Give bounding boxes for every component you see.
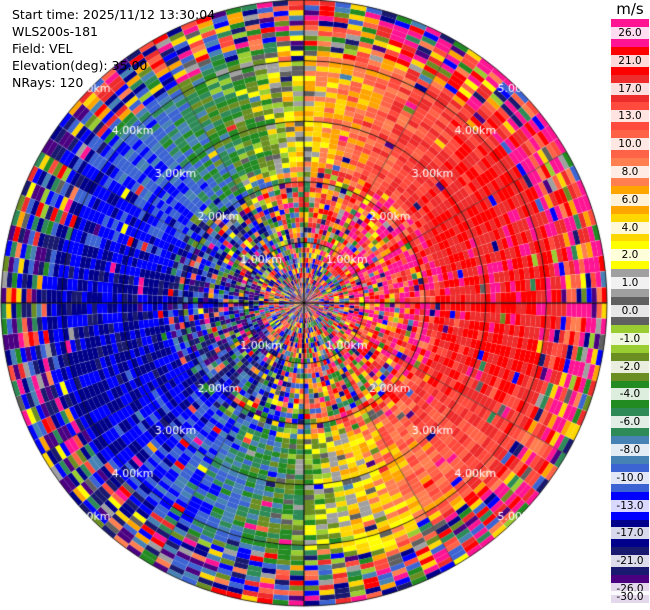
colorbar-tick-label: 4.0	[611, 221, 649, 234]
colorbar-tick-label: -2.0	[611, 360, 649, 373]
field-name: Field: VEL	[12, 41, 73, 56]
colorbar-tick-label: -6.0	[611, 416, 649, 429]
colorbar-unit: m/s	[616, 0, 644, 18]
colorbar-tick-label: 26.0	[611, 26, 649, 39]
colorbar-tick-label: -30.0	[611, 591, 649, 603]
colorbar: 26.0 21.0 17.0 13.0 10.0 8.0 6.0 4.0 2.0 1.0 0.0 -1…	[611, 19, 649, 604]
ray-count: NRays: 120	[12, 75, 84, 90]
colorbar-tick-label: 10.0	[611, 138, 649, 151]
colorbar-tick-label: -17.0	[611, 527, 649, 540]
colorbar-tick-label: 13.0	[611, 110, 649, 123]
colorbar-tick-label: 17.0	[611, 82, 649, 95]
colorbar-tick-label: -1.0	[611, 332, 649, 345]
colorbar-tick-label: 21.0	[611, 54, 649, 67]
colorbar-tick-label: -4.0	[611, 388, 649, 401]
colorbar-tick-label: 2.0	[611, 249, 649, 262]
colorbar-tick-label: 6.0	[611, 193, 649, 206]
scan-info: Start time: 2025/11/12 13:30:04 WLS200s-…	[12, 6, 215, 91]
elevation-angle: Elevation(deg): 35.00	[12, 58, 148, 73]
instrument-name: WLS200s-181	[12, 24, 98, 39]
colorbar-tick-label: -21.0	[611, 555, 649, 568]
colorbar-tick-label: -10.0	[611, 471, 649, 484]
colorbar-tick-label: 0.0	[611, 305, 649, 317]
start-time: Start time: 2025/11/12 13:30:04	[12, 7, 216, 22]
colorbar-tick-label: 8.0	[611, 165, 649, 178]
colorbar-tick-label: -13.0	[611, 499, 649, 512]
colorbar-tick-label: -8.0	[611, 444, 649, 457]
colorbar-tick-label: 1.0	[611, 277, 649, 290]
